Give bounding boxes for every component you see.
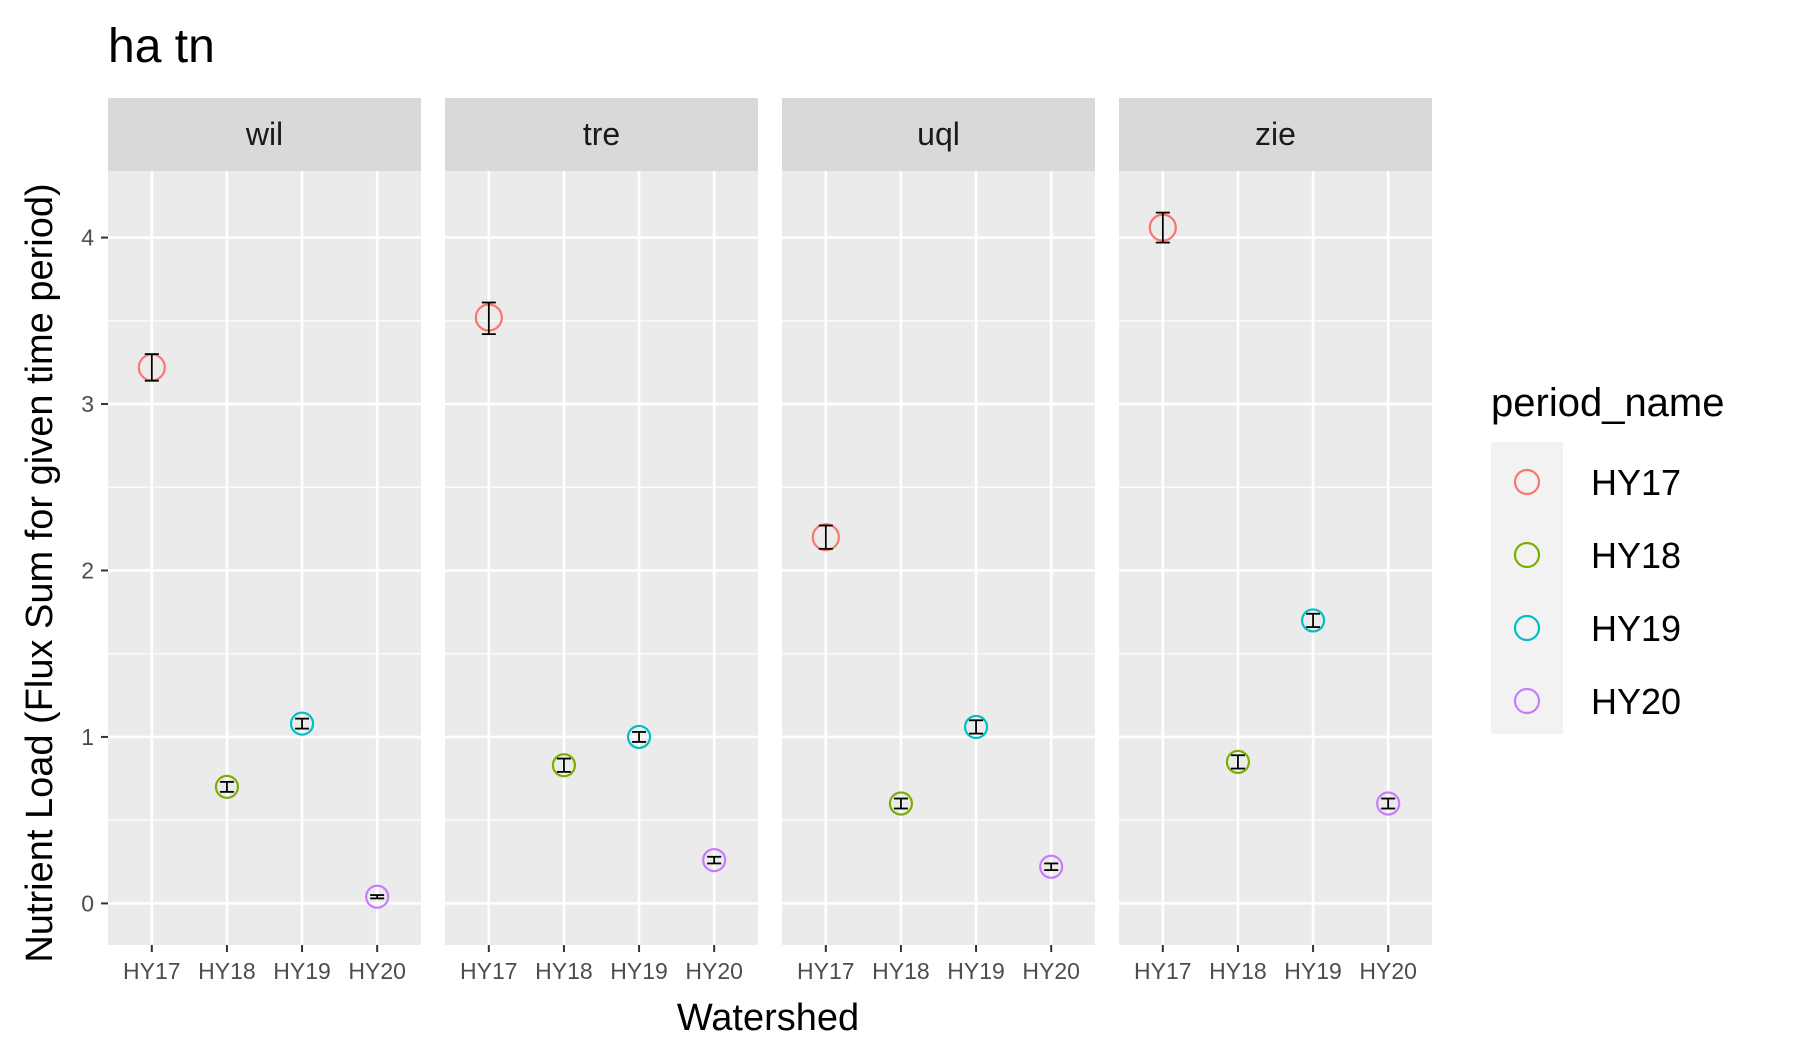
point-marker	[551, 753, 577, 778]
y-axis: 0 1 2 3 4	[81, 225, 108, 916]
data-point-zie-HY17	[1148, 211, 1177, 244]
panel-background	[1119, 171, 1432, 945]
point-marker	[811, 523, 840, 552]
data-point-tre-HY19	[626, 724, 652, 750]
facet-panel-zie: zie HY17 HY18 HY19 HY20	[1119, 98, 1432, 984]
legend-entry-HY17: HY17	[1513, 462, 1681, 503]
point-marker	[365, 884, 390, 909]
point-marker	[1300, 608, 1326, 633]
data-point-uql-HY18	[888, 791, 914, 816]
data-point-uql-HY19	[963, 714, 989, 740]
chart-title: ha tn	[108, 20, 215, 73]
facet-strip-label: uql	[917, 116, 960, 152]
x-tick-label: HY17	[460, 958, 518, 984]
legend-label: HY17	[1591, 462, 1681, 503]
x-tick-label: HY19	[273, 958, 331, 984]
y-tick-label: 0	[81, 890, 94, 916]
facet-strip-label: zie	[1255, 116, 1296, 152]
data-point-wil-HY20	[365, 884, 390, 909]
data-point-uql-HY20	[1039, 854, 1064, 879]
facet-strip	[445, 98, 758, 171]
x-tick-label: HY19	[947, 958, 1005, 984]
legend-label: HY18	[1591, 535, 1681, 576]
data-point-wil-HY18	[214, 774, 240, 799]
legend-entry-HY20: HY20	[1513, 681, 1681, 722]
data-point-tre-HY18	[551, 753, 577, 778]
facet-strip-label: wil	[245, 116, 283, 152]
point-marker	[963, 714, 989, 740]
x-tick-label: HY20	[1359, 958, 1417, 984]
y-tick-label: 3	[81, 391, 94, 417]
point-marker	[626, 724, 652, 750]
facet-panel-wil: wil HY17 HY18 HY19 HY20	[108, 98, 421, 984]
y-tick-label: 1	[81, 724, 94, 750]
data-point-tre-HY17	[474, 301, 503, 336]
x-tick-label: HY19	[1284, 958, 1342, 984]
facet-strip-label: tre	[583, 116, 620, 152]
point-marker	[214, 774, 240, 799]
facet-panel-uql: uql HY17 HY18 HY19 HY20	[782, 98, 1095, 984]
point-marker	[702, 848, 727, 873]
panel-background	[108, 171, 421, 945]
data-point-uql-HY17	[811, 523, 840, 552]
data-point-wil-HY17	[137, 353, 166, 382]
x-tick-label: HY18	[198, 958, 256, 984]
point-marker	[888, 791, 914, 816]
x-tick-label: HY18	[1209, 958, 1267, 984]
x-tick-label: HY18	[535, 958, 593, 984]
legend-entry-HY19: HY19	[1513, 608, 1681, 649]
x-tick-label: HY17	[1134, 958, 1192, 984]
legend-key	[1513, 468, 1541, 496]
legend-key	[1513, 614, 1541, 642]
x-axis-title: Watershed	[677, 997, 859, 1039]
legend-key	[1513, 687, 1541, 715]
facet-strip	[108, 98, 421, 171]
x-tick-label: HY17	[797, 958, 855, 984]
data-point-tre-HY20	[702, 848, 727, 873]
legend-title: period_name	[1491, 381, 1725, 425]
legend-key-background	[1491, 442, 1563, 734]
point-marker	[1225, 749, 1251, 775]
y-axis-title: Nutrient Load (Flux Sum for given time p…	[19, 183, 61, 962]
x-tick-label: HY20	[348, 958, 406, 984]
x-tick-label: HY19	[610, 958, 668, 984]
data-point-zie-HY18	[1225, 749, 1251, 775]
legend-key	[1513, 541, 1541, 569]
legend-label: HY19	[1591, 608, 1681, 649]
x-tick-label: HY20	[1022, 958, 1080, 984]
panel-background	[782, 171, 1095, 945]
legend: period_name HY17 HY18 HY19 HY20	[1491, 381, 1725, 734]
x-tick-label: HY17	[123, 958, 181, 984]
point-marker	[289, 711, 315, 736]
data-point-zie-HY19	[1300, 608, 1326, 633]
data-point-zie-HY20	[1376, 791, 1401, 816]
panel-background	[445, 171, 758, 945]
x-tick-label: HY18	[872, 958, 930, 984]
facet-strip	[782, 98, 1095, 171]
y-tick-label: 4	[81, 225, 94, 251]
data-point-wil-HY19	[289, 711, 315, 736]
legend-label: HY20	[1591, 681, 1681, 722]
facet-panel-tre: tre HY17 HY18 HY19 HY20	[445, 98, 758, 984]
point-marker	[1376, 791, 1401, 816]
legend-entry-HY18: HY18	[1513, 535, 1681, 576]
y-tick-label: 2	[81, 557, 94, 583]
x-tick-label: HY20	[685, 958, 743, 984]
point-marker	[1039, 854, 1064, 879]
facet-strip	[1119, 98, 1432, 171]
